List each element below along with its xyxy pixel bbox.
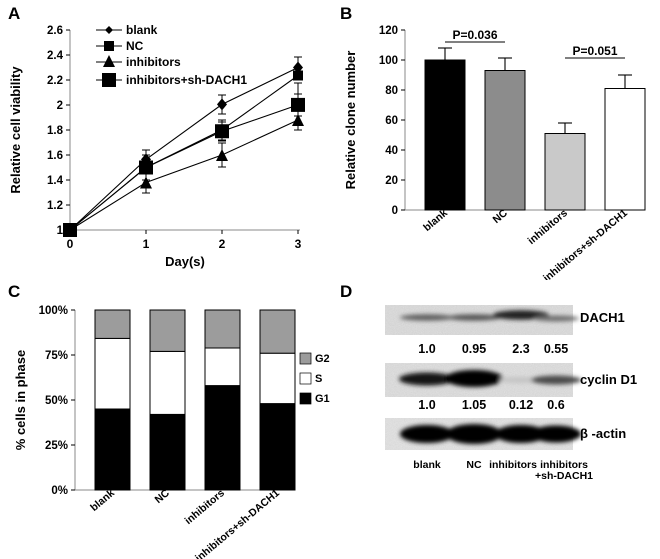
svg-text:0.6: 0.6 xyxy=(547,398,564,412)
svg-text:1.4: 1.4 xyxy=(47,175,64,187)
svg-text:2.6: 2.6 xyxy=(47,25,63,37)
svg-text:100: 100 xyxy=(379,55,398,67)
svg-text:Relative clone number: Relative clone number xyxy=(343,51,358,190)
svg-text:P=0.051: P=0.051 xyxy=(572,44,617,58)
svg-text:0.55: 0.55 xyxy=(544,342,568,356)
svg-text:2: 2 xyxy=(219,237,226,251)
svg-text:0%: 0% xyxy=(51,485,68,497)
svg-text:NC: NC xyxy=(126,39,144,53)
svg-text:20: 20 xyxy=(385,175,398,187)
svg-text:2.3: 2.3 xyxy=(512,342,529,356)
svg-text:blank: blank xyxy=(413,459,441,471)
svg-text:G1: G1 xyxy=(315,393,330,405)
svg-text:cyclin D1: cyclin D1 xyxy=(580,372,637,387)
svg-text:blank: blank xyxy=(88,487,117,514)
svg-text:75%: 75% xyxy=(45,350,68,362)
svg-text:1.2: 1.2 xyxy=(47,200,63,212)
svg-text:1.6: 1.6 xyxy=(47,150,63,162)
svg-text:blank: blank xyxy=(421,207,450,234)
svg-text:0.12: 0.12 xyxy=(509,398,533,412)
svg-text:50%: 50% xyxy=(45,395,68,407)
svg-text:3: 3 xyxy=(295,237,302,251)
svg-text:inhibitors: inhibitors xyxy=(183,487,227,527)
svg-text:2: 2 xyxy=(57,100,63,112)
svg-text:β -actin: β -actin xyxy=(580,426,626,441)
svg-text:1: 1 xyxy=(57,225,64,237)
svg-text:NC: NC xyxy=(466,459,482,471)
svg-text:G2: G2 xyxy=(315,353,330,365)
svg-text:1.0: 1.0 xyxy=(418,398,435,412)
svg-text:Relative cell viability: Relative cell viability xyxy=(8,66,23,194)
svg-text:1: 1 xyxy=(143,237,150,251)
svg-text:40: 40 xyxy=(385,145,398,157)
svg-text:1.0: 1.0 xyxy=(418,342,435,356)
svg-text:% cells in phase: % cells in phase xyxy=(13,350,28,450)
svg-text:blank: blank xyxy=(126,23,158,37)
svg-text:inhibitors: inhibitors xyxy=(126,55,181,69)
svg-text:Day(s): Day(s) xyxy=(165,254,205,269)
svg-text:0.95: 0.95 xyxy=(462,342,486,356)
svg-text:2.2: 2.2 xyxy=(47,75,63,87)
svg-text:inhibitors: inhibitors xyxy=(489,459,537,471)
svg-text:1.05: 1.05 xyxy=(462,398,486,412)
svg-text:0: 0 xyxy=(67,237,74,251)
svg-text:60: 60 xyxy=(385,115,398,127)
svg-text:inhibitors+sh-DACH1: inhibitors+sh-DACH1 xyxy=(126,73,247,87)
svg-text:100%: 100% xyxy=(39,305,68,317)
svg-text:DACH1: DACH1 xyxy=(580,310,625,325)
svg-text:S: S xyxy=(315,373,322,385)
svg-text:120: 120 xyxy=(379,25,398,37)
svg-text:inhibitors: inhibitors xyxy=(526,207,570,247)
svg-text:+sh-DACH1: +sh-DACH1 xyxy=(535,470,593,482)
svg-text:1.8: 1.8 xyxy=(47,125,64,137)
svg-text:0: 0 xyxy=(392,205,398,217)
svg-text:P=0.036: P=0.036 xyxy=(452,28,497,42)
svg-text:80: 80 xyxy=(385,85,398,97)
svg-text:25%: 25% xyxy=(45,440,68,452)
svg-text:2.4: 2.4 xyxy=(47,50,64,62)
